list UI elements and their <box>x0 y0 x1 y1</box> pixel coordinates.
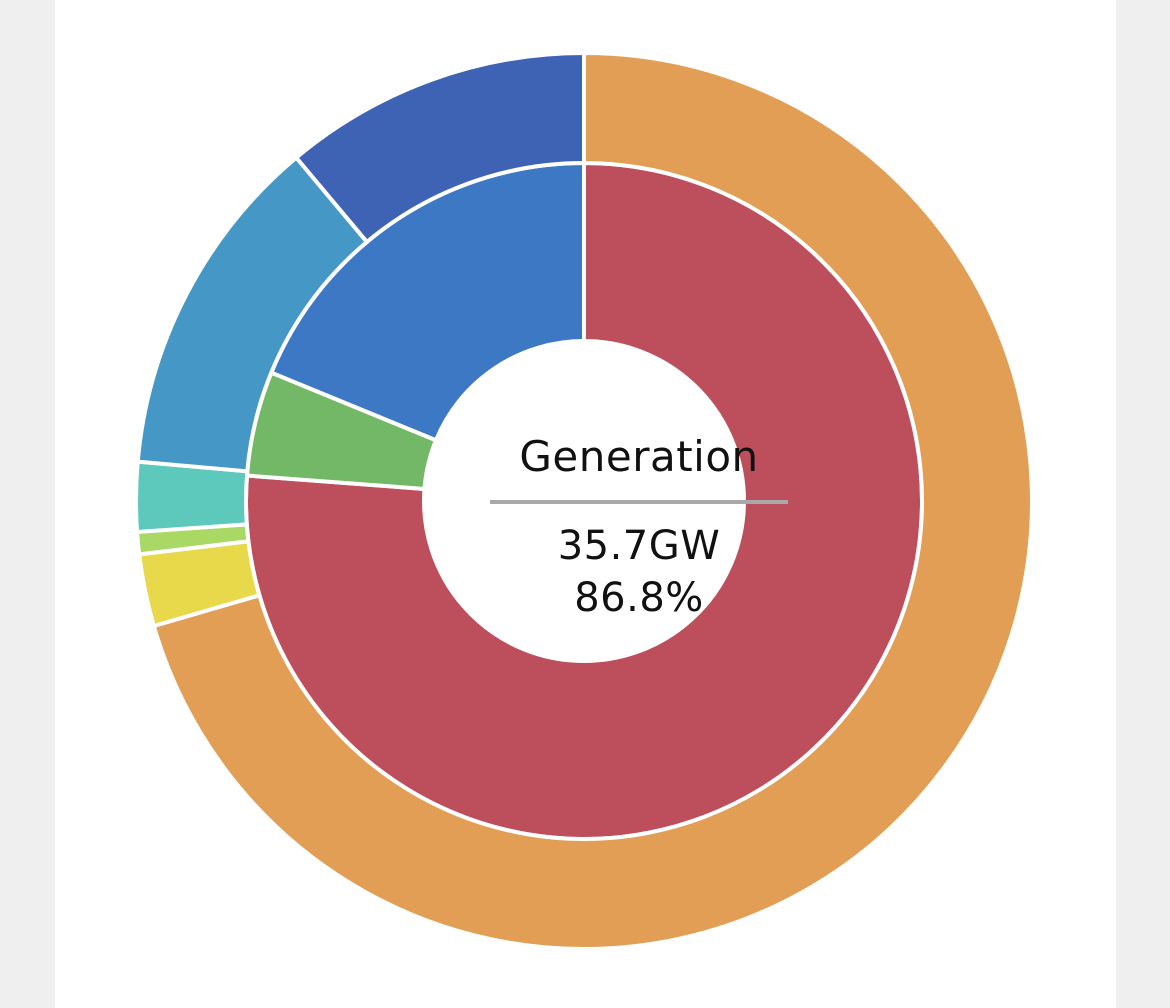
outer-ring-slice-1[interactable] <box>151 51 1034 951</box>
center-value: 35.7GW <box>557 523 721 569</box>
center-label: Generation 35.7GW 86.8% <box>489 428 789 624</box>
center-percent: 86.8% <box>574 575 704 621</box>
chart-panel: Generation 35.7GW 86.8% <box>55 0 1116 1008</box>
center-title: Generation <box>519 432 759 481</box>
outer-ring-slice-4[interactable] <box>134 459 250 534</box>
donut-chart <box>134 51 1034 951</box>
outer-ring-slice-6[interactable] <box>294 51 586 244</box>
center-divider <box>490 500 788 504</box>
